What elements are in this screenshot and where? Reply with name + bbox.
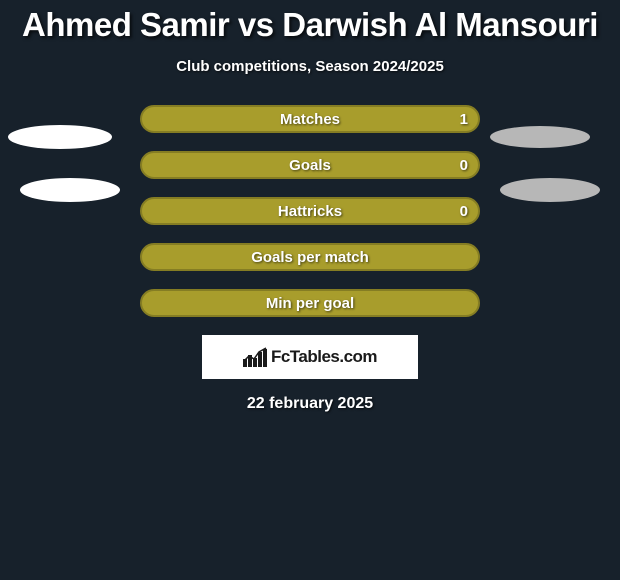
stat-row: Goals0 — [0, 151, 620, 179]
site-logo[interactable]: FcTables.com — [202, 335, 418, 379]
stat-bar: Goals per match — [140, 243, 480, 271]
logo-text: FcTables.com — [271, 347, 377, 367]
stats-card: Ahmed Samir vs Darwish Al Mansouri Club … — [0, 0, 620, 413]
stat-value: 1 — [460, 105, 468, 133]
stat-label: Hattricks — [140, 197, 480, 225]
stat-row: Hattricks0 — [0, 197, 620, 225]
page-title: Ahmed Samir vs Darwish Al Mansouri — [22, 6, 598, 44]
stat-row: Min per goal — [0, 289, 620, 317]
decorative-ellipse — [490, 126, 590, 148]
stat-label: Goals — [140, 151, 480, 179]
date-text: 22 february 2025 — [247, 395, 373, 413]
decorative-ellipse — [20, 178, 120, 202]
stat-value: 0 — [460, 151, 468, 179]
stat-bar: Min per goal — [140, 289, 480, 317]
decorative-ellipse — [8, 125, 112, 149]
stat-bar: Hattricks0 — [140, 197, 480, 225]
stat-bar: Goals0 — [140, 151, 480, 179]
logo-chart-icon — [243, 347, 267, 367]
subtitle: Club competitions, Season 2024/2025 — [176, 58, 444, 75]
stat-label: Goals per match — [140, 243, 480, 271]
stat-row: Goals per match — [0, 243, 620, 271]
decorative-ellipse — [500, 178, 600, 202]
stat-value: 0 — [460, 197, 468, 225]
stat-label: Matches — [140, 105, 480, 133]
stat-label: Min per goal — [140, 289, 480, 317]
stat-bar: Matches1 — [140, 105, 480, 133]
